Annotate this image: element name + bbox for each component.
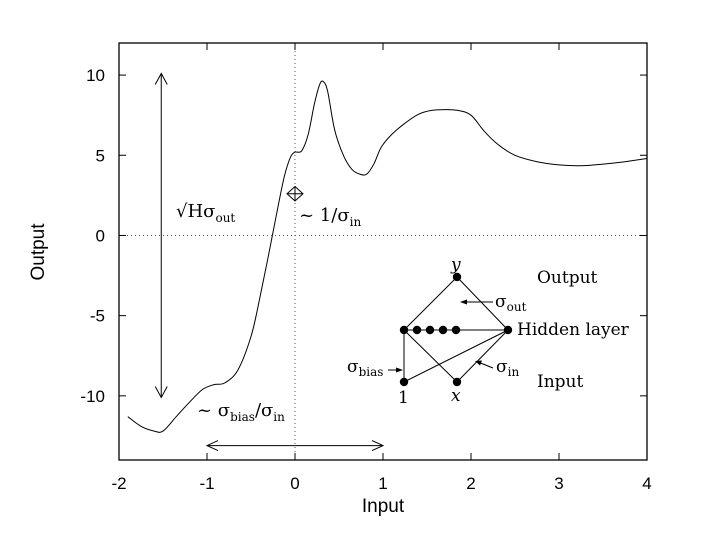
horizontal-arrow-head-right bbox=[371, 440, 385, 452]
hidden-node bbox=[425, 325, 435, 335]
horizontal-arrow-label-sub2: in bbox=[273, 410, 285, 424]
x-input-node bbox=[452, 377, 462, 387]
y-tick-label: 0 bbox=[96, 226, 105, 245]
vertical-arrow-label-sub: out bbox=[215, 211, 235, 225]
edge-x-h7 bbox=[456, 329, 509, 383]
sigma-in-sub: in bbox=[508, 365, 520, 379]
small-arrow-label: ~ 1/σin bbox=[299, 205, 361, 229]
sigma-out-label: σout bbox=[495, 292, 527, 314]
annotations bbox=[154, 72, 385, 452]
y-tick-label: -5 bbox=[90, 307, 105, 326]
sigma-bias-label: σbias bbox=[347, 357, 383, 379]
reference-lines bbox=[119, 43, 647, 460]
input-layer-label: Input bbox=[537, 372, 583, 392]
output-layer-label: Output bbox=[537, 268, 598, 288]
y-axis-title: Output bbox=[28, 223, 49, 281]
bias-node-label: 1 bbox=[398, 388, 409, 408]
small-arrow-label-sub: in bbox=[350, 215, 362, 229]
x-tick-label: 4 bbox=[642, 474, 651, 493]
horizontal-arrow-label-base: ~ σ bbox=[197, 400, 230, 421]
small-arrow-label-base: ~ 1/σ bbox=[299, 205, 350, 226]
x-tick-label: -2 bbox=[111, 474, 126, 493]
edge-bias-h7 bbox=[403, 329, 509, 383]
network-diagram: y 1 x Output Hidden layer Input σout σin… bbox=[347, 255, 630, 408]
y-tick-label: -10 bbox=[80, 387, 105, 406]
x-tick-label: 1 bbox=[378, 474, 387, 493]
x-tick-label: 3 bbox=[554, 474, 563, 493]
horizontal-arrow-label-sub1: bias bbox=[230, 410, 255, 424]
horizontal-arrow-label: ~ σbias/σin bbox=[197, 400, 285, 424]
sigma-out-sub: out bbox=[507, 300, 527, 314]
hidden-node bbox=[438, 325, 448, 335]
edge-y-h1 bbox=[403, 276, 458, 331]
sigma-in-label: σin bbox=[496, 357, 519, 379]
sigma-bias-sub: bias bbox=[359, 365, 384, 379]
plot-frame bbox=[118, 42, 648, 461]
vertical-arrow-label: √Hσout bbox=[176, 201, 235, 225]
output-node-label: y bbox=[450, 255, 461, 275]
y-tick-label: 10 bbox=[86, 66, 105, 85]
sigma-bias-pointer-head bbox=[396, 367, 403, 373]
horizontal-arrow-head-left bbox=[205, 440, 219, 452]
hidden-node bbox=[503, 325, 513, 335]
x-axis-title: Input bbox=[362, 496, 405, 517]
edge-y-h7 bbox=[456, 276, 509, 331]
x-tick-label: 2 bbox=[466, 474, 475, 493]
x-tick-label: -1 bbox=[199, 474, 214, 493]
sigma-out-base: σ bbox=[495, 292, 507, 312]
axis-ticks bbox=[118, 43, 648, 460]
edge-x-h1 bbox=[403, 329, 458, 383]
horizontal-arrow-label-mid: /σ bbox=[255, 400, 273, 421]
vertical-arrow-label-base: √Hσ bbox=[176, 201, 215, 222]
bias-input-node bbox=[399, 377, 409, 387]
sigma-in-pointer-head bbox=[475, 360, 482, 366]
vertical-arrow-head-top bbox=[154, 72, 168, 85]
sigma-in-base: σ bbox=[496, 357, 508, 377]
sigma-out-pointer-head bbox=[460, 299, 467, 305]
hidden-layer-label: Hidden layer bbox=[517, 320, 630, 340]
x-tick-label: 0 bbox=[290, 474, 299, 493]
vertical-arrow-head-bottom bbox=[154, 386, 168, 399]
hidden-node bbox=[451, 325, 461, 335]
sigma-bias-base: σ bbox=[347, 357, 359, 377]
x-node-label: x bbox=[451, 386, 461, 406]
hidden-node bbox=[399, 325, 409, 335]
hidden-node bbox=[412, 325, 422, 335]
y-tick-label: 5 bbox=[96, 146, 105, 165]
series-line bbox=[127, 80, 648, 433]
output-node bbox=[452, 272, 462, 282]
